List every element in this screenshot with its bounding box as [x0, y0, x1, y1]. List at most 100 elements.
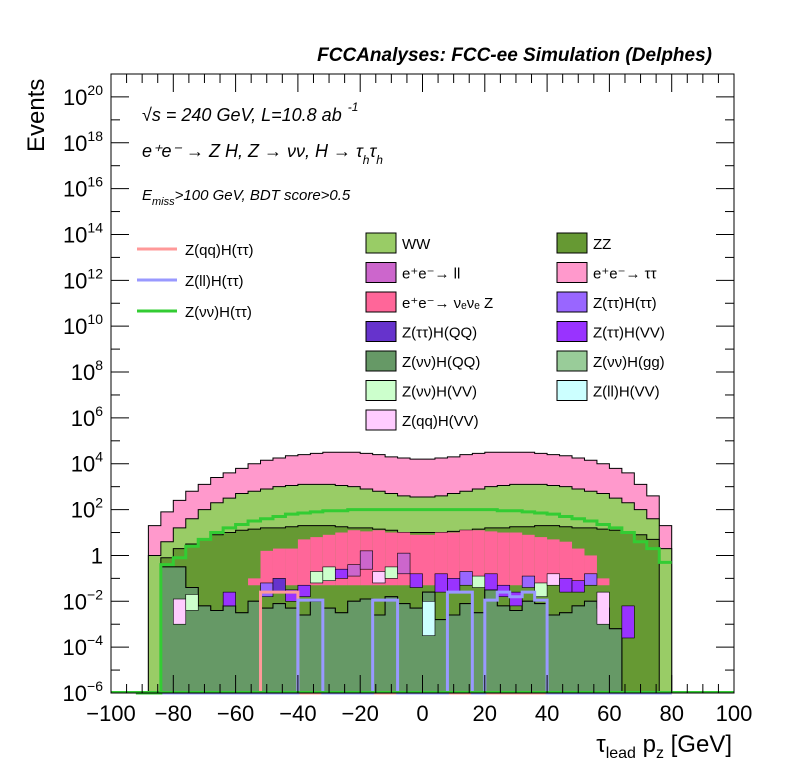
minor-bar — [297, 584, 311, 598]
minor-bar — [521, 575, 535, 588]
ee-nunu-z-bin — [260, 550, 273, 586]
x-tick-label: −60 — [217, 701, 254, 726]
legend-box-label: e⁺e⁻→ ττ — [593, 266, 657, 283]
signal-line — [135, 508, 672, 695]
minor-bar — [434, 573, 448, 593]
ee-nunu-z-bin — [596, 578, 610, 586]
legend-box-swatch — [556, 350, 588, 372]
annotation-process: e⁺e⁻ → Z H, Z → νν, H → τhτh — [142, 141, 383, 167]
x-tick-label: −100 — [86, 701, 136, 726]
stack-znunu-hqq-top — [135, 566, 672, 694]
ee-nunu-z-bin — [522, 534, 535, 586]
legend-box-swatch — [556, 262, 588, 283]
legend-box-label: e⁺e⁻→ ll — [402, 266, 460, 283]
legend-box-label: WW — [402, 236, 431, 253]
ee-nunu-z-bin — [559, 541, 573, 586]
y-tick-label: 104 — [71, 449, 103, 477]
x-tick-label: 0 — [416, 701, 428, 726]
x-tick-label: 60 — [597, 701, 621, 726]
y-tick-label: 1014 — [63, 219, 103, 247]
legend-line-label: Z(ll)H(ττ) — [185, 273, 244, 290]
minor-bar — [621, 605, 635, 639]
y-tick-label: 1016 — [63, 174, 103, 202]
x-tick-label: −20 — [342, 701, 379, 726]
annotation-energy-lumi: √s = 240 GeV, L=10.8 ab -1 — [142, 100, 358, 125]
ee-nunu-z-bin — [422, 534, 435, 586]
minor-bar — [322, 566, 336, 581]
ee-nunu-z-bin — [534, 537, 548, 586]
minor-bar — [571, 580, 585, 593]
legend-box-swatch — [365, 409, 397, 431]
minor-bar — [546, 573, 560, 586]
legend-box-swatch — [365, 291, 397, 313]
ee-nunu-z-bin — [248, 578, 261, 586]
legend-box-label: Z(νν)H(VV) — [402, 384, 477, 401]
minor-bar — [347, 564, 361, 577]
legend-box-swatch — [365, 262, 397, 283]
ee-nunu-z-bin — [447, 532, 460, 586]
minor-bar — [397, 552, 411, 575]
y-tick-label: 1010 — [63, 311, 103, 339]
annotation-selection: Emiss>100 GeV, BDT score>0.5 — [142, 187, 351, 208]
x-tick-label: 40 — [535, 701, 559, 726]
minor-bar — [310, 571, 324, 584]
legend-box-label: Z(νν)H(QQ) — [402, 354, 480, 371]
legend-box-label: Z(qq)H(VV) — [402, 413, 479, 430]
ee-nunu-z-bin — [272, 548, 286, 586]
minor-bar — [334, 568, 349, 579]
y-tick-label: 1020 — [63, 82, 103, 110]
ee-nunu-z-bin — [572, 548, 585, 586]
ee-nunu-z-bin — [347, 530, 361, 586]
chart-title: FCCAnalyses: FCC-ee Simulation (Delphes) — [317, 45, 712, 66]
x-axis-title: τlead pz [GeV] — [596, 731, 732, 762]
y-tick-label: 102 — [71, 495, 103, 523]
legend-box-label: Z(ττ)H(VV) — [593, 325, 665, 342]
legend-box-label: ZZ — [593, 236, 611, 253]
minor-bar — [509, 591, 523, 607]
ee-nunu-z-bin — [434, 532, 448, 586]
y-tick-label: 1018 — [63, 128, 103, 156]
y-tick-label: 106 — [71, 403, 103, 431]
legend-box-label: Z(νν)H(gg) — [593, 354, 665, 371]
minor-bar — [596, 591, 610, 625]
legend-box-label: Z(ll)H(VV) — [593, 384, 660, 401]
minor-bar — [272, 578, 286, 593]
legend-box-swatch — [365, 232, 397, 254]
legend-box-swatch — [365, 380, 397, 401]
ee-nunu-z-bin — [509, 532, 523, 586]
y-tick-label: 108 — [71, 357, 103, 385]
ee-nunu-z-bin — [410, 534, 423, 586]
minor-bar — [409, 573, 423, 588]
minor-bar — [384, 566, 398, 579]
y-tick-label: 1 — [91, 543, 103, 568]
legend-backgrounds: WW ZZ e⁺e⁻→ ll e⁺e⁻→ ττ e⁺e⁻→ νₑνₑ Z Z(ττ)H(τ… — [365, 232, 665, 431]
legend-box-swatch — [556, 321, 588, 342]
legend-box-label: Z(ττ)H(QQ) — [402, 325, 477, 342]
minor-bar — [185, 594, 199, 611]
legend-line-label: Z(νν)H(ττ) — [185, 304, 252, 321]
minor-bar — [260, 582, 274, 598]
minor-bar — [559, 578, 573, 593]
minor-bar — [422, 600, 436, 636]
minor-bar — [534, 582, 548, 598]
minor-bar — [359, 550, 373, 570]
y-tick-label: 10−6 — [63, 678, 104, 706]
ee-nunu-z-bin — [484, 531, 498, 586]
ee-nunu-z-bin — [297, 539, 311, 586]
minor-bar — [459, 571, 473, 586]
minor-bar — [447, 578, 461, 593]
ee-nunu-z-bin — [497, 532, 510, 586]
legend-box-swatch — [556, 380, 588, 401]
minor-bar — [222, 591, 236, 607]
legend-box-label: Z(ττ)H(ττ) — [593, 295, 657, 312]
minor-bar — [472, 575, 486, 588]
x-tick-label: −80 — [155, 701, 192, 726]
x-axis: −100 −80 −60 −40 −20 0 20 40 60 80 100 — [86, 74, 752, 726]
legend-box-swatch — [365, 321, 397, 342]
y-tick-label: 1012 — [63, 265, 103, 293]
annotation-block: √s = 240 GeV, L=10.8 ab -1 e⁺e⁻ → Z H, Z … — [142, 100, 383, 208]
y-tick-label: 10−2 — [63, 586, 104, 614]
legend-line-label: Z(qq)H(ττ) — [185, 242, 254, 259]
minor-bar — [372, 571, 386, 584]
ee-nunu-z-bin — [472, 530, 485, 586]
